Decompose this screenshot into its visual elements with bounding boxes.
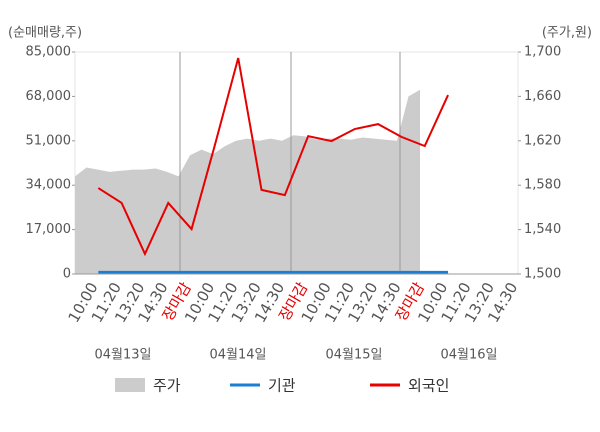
legend-label: 기관: [268, 377, 296, 395]
y-tick-label: 51,000: [26, 133, 72, 148]
day-label: 04월13일: [94, 348, 151, 363]
y2-tick-label: 1,580: [524, 178, 561, 193]
legend-swatch: [115, 378, 145, 392]
y2-tick-label: 1,660: [524, 89, 561, 104]
y2-tick-label: 1,620: [524, 133, 561, 148]
legend-label: 주가: [153, 377, 181, 395]
price-area: [75, 89, 420, 275]
y2-tick-label: 1,500: [524, 267, 561, 282]
y2-tick-label: 1,540: [524, 222, 561, 237]
series-line: [97, 57, 449, 257]
y2-axis-title: (주가,원): [542, 26, 592, 41]
y-axis-title: (순매매량,주): [8, 26, 82, 41]
day-label: 04월15일: [325, 348, 382, 363]
y-tick-label: 34,000: [26, 178, 72, 193]
day-label: 04월14일: [209, 348, 266, 363]
y2-tick-label: 1,700: [524, 45, 561, 60]
y-tick-label: 17,000: [26, 222, 72, 237]
day-label: 04월16일: [440, 348, 497, 363]
y-tick-label: 68,000: [26, 89, 72, 104]
legend-label: 외국인: [408, 377, 449, 395]
y-tick-label: 0: [63, 267, 71, 282]
y-tick-label: 85,000: [26, 45, 72, 60]
